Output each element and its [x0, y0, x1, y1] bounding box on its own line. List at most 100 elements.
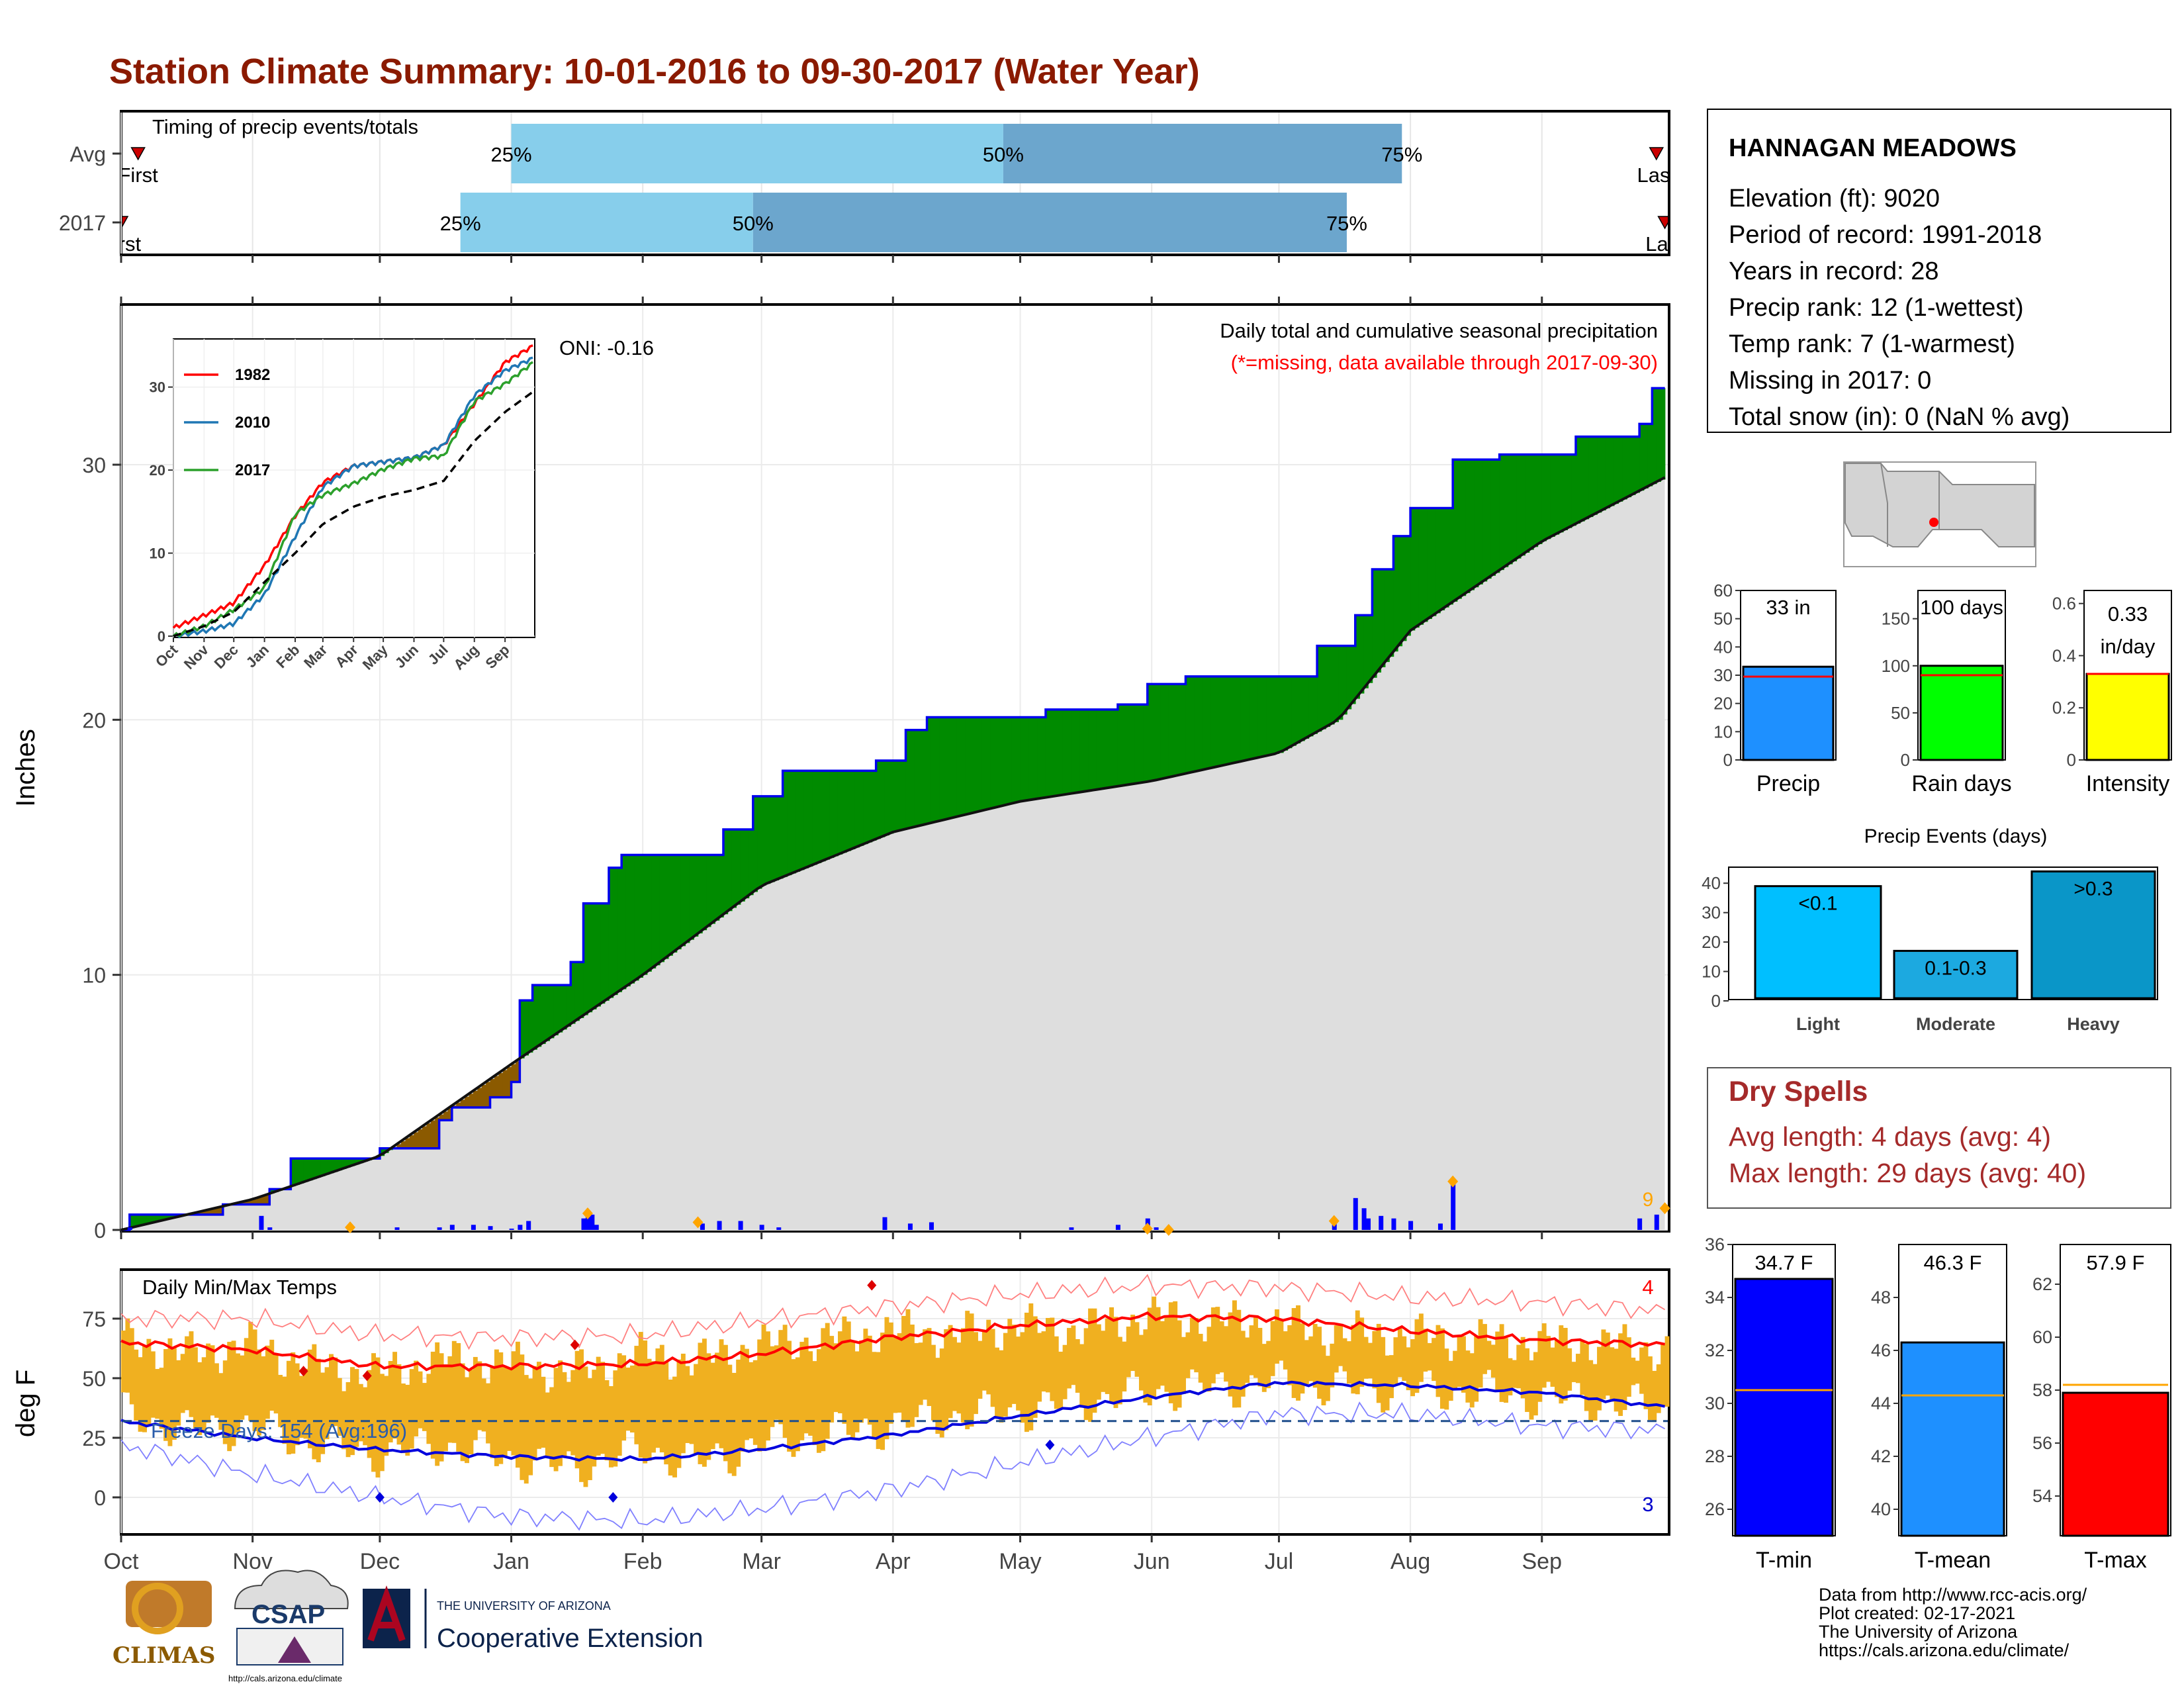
cumulative-diff-band: [1610, 436, 1615, 506]
cumulative-diff-band: [842, 771, 847, 853]
summary-ytick-label: 50: [1891, 703, 1910, 723]
cumulative-diff-band: [897, 760, 902, 831]
cumulative-diff-band: [324, 1158, 330, 1175]
daily-temp-range-bar: [265, 1345, 270, 1419]
freeze-label: Freeze Days: 154 (Avg:196): [151, 1419, 407, 1442]
station-info-row: Elevation (ft): 9020: [1729, 185, 1940, 212]
daily-temp-range-bar: [405, 1384, 410, 1456]
dry-spells-frame: [1707, 1067, 2171, 1209]
cumulative-diff-band: [1359, 615, 1365, 694]
cumulative-diff-band: [261, 1196, 266, 1205]
daily-temp-range-bar: [1105, 1318, 1110, 1394]
daily-temp-range-bar: [1003, 1333, 1008, 1417]
daily-temp-range-bar: [1563, 1327, 1568, 1401]
temps-ytick-label: 50: [82, 1367, 106, 1391]
cumulative-diff-band: [1134, 704, 1140, 784]
daily-temp-range-bar: [731, 1372, 737, 1476]
daily-temp-range-bar: [1639, 1347, 1645, 1394]
daily-temp-range-bar: [367, 1370, 372, 1458]
daily-temp-range-bar: [659, 1344, 664, 1453]
timing-last-label: Last: [1645, 232, 1684, 256]
cumulative-diff-band: [1228, 676, 1233, 765]
timing-pct-label: 75%: [1381, 143, 1422, 166]
daily-temp-range-bar: [808, 1351, 813, 1436]
precip-ytick-label: 30: [82, 453, 106, 477]
daily-temp-range-bar: [528, 1378, 533, 1476]
daily-temp-range-bar: [884, 1317, 889, 1440]
cumulative-diff-band: [1147, 684, 1152, 782]
timing-row-label: 2017: [59, 211, 106, 235]
daily-temp-range-bar: [473, 1356, 478, 1440]
daily-temp-range-bar: [142, 1346, 147, 1432]
daily-temp-range-bar: [1592, 1364, 1598, 1421]
summary-ytick-label: 10: [1713, 722, 1733, 741]
record-hot-marker: [298, 1366, 308, 1377]
record-hot-marker: [867, 1280, 877, 1291]
cumulative-diff-band: [201, 1211, 206, 1215]
cumulative-diff-band: [532, 985, 537, 1050]
cumulative-diff-band: [978, 717, 983, 812]
cumulative-diff-band: [345, 1158, 351, 1168]
daily-temp-range-bar: [587, 1378, 592, 1480]
daily-temp-range-bar: [1618, 1333, 1623, 1417]
daily-temp-range-bar: [833, 1343, 839, 1413]
timing-pct-label: 75%: [1326, 212, 1367, 235]
cumulative-diff-band: [1249, 676, 1254, 760]
precip-panel: 0 10 20 30 Daily total and cumulative seaso…: [11, 297, 1670, 1243]
daily-temp-range-bar: [1312, 1324, 1318, 1388]
daily-temp-range-bar: [236, 1353, 240, 1433]
cumulative-diff-band: [1461, 459, 1467, 596]
daily-temp-range-bar: [956, 1342, 962, 1414]
cumulative-diff-band: [1041, 717, 1046, 798]
cumulative-diff-band: [507, 1067, 512, 1098]
daily-temp-range-bar: [523, 1375, 529, 1484]
daily-temp-range-bar: [1032, 1316, 1038, 1418]
oni-label: ONI: -0.16: [559, 336, 654, 359]
cumulative-diff-band: [545, 985, 551, 1041]
daily-temp-range-bar: [1045, 1317, 1050, 1393]
daily-temp-range-bar: [948, 1325, 953, 1419]
cumulative-diff-band: [1508, 454, 1513, 565]
cumulative-diff-band: [1236, 676, 1242, 763]
daily-temp-range-bar: [647, 1358, 652, 1461]
cumulative-diff-band: [163, 1214, 169, 1221]
cumulative-diff-band: [350, 1158, 355, 1166]
daily-temp-range-bar: [1156, 1307, 1161, 1389]
cumulative-diff-band: [799, 771, 805, 870]
cumulative-diff-band: [422, 1126, 428, 1149]
daily-temp-range-bar: [1448, 1360, 1453, 1401]
daily-temp-range-bar: [384, 1376, 389, 1456]
precip-ytick-label: 10: [82, 964, 106, 988]
summary-category-label: Intensity: [2086, 771, 2170, 796]
daily-temp-range-bar: [1147, 1307, 1152, 1406]
timing-bar-50-75: [752, 193, 1347, 252]
cumulative-diff-band: [1486, 459, 1492, 579]
daily-temp-range-bar: [978, 1340, 983, 1399]
daily-temp-range-bar: [222, 1360, 228, 1444]
summary-value-label: in/day: [2101, 635, 2156, 658]
daily-temp-range-bar: [1351, 1325, 1356, 1394]
cumulative-diff-band: [1312, 676, 1318, 734]
footer-line-2: Plot created: 02-17-2021: [1819, 1603, 2015, 1623]
cumulative-diff-band: [1432, 508, 1437, 616]
daily-temp-range-bar: [846, 1321, 851, 1435]
daily-temp-range-bar: [1270, 1321, 1275, 1376]
cumulative-diff-band: [1291, 676, 1297, 746]
timing-pct-label: 25%: [440, 212, 481, 235]
month-label: Jul: [1265, 1549, 1293, 1574]
events-bar-label: 0.1-0.3: [1925, 957, 1986, 979]
cumulative-diff-band: [1453, 459, 1458, 602]
daily-temp-range-bar: [680, 1353, 686, 1454]
daily-temp-range-bar: [1626, 1337, 1631, 1397]
avg-cumulative-area: [121, 477, 1665, 1231]
cumulative-diff-band: [1011, 717, 1017, 804]
cumulative-diff-band: [1177, 684, 1182, 776]
csap-logo: CSAP http://cals.arizona.edu/climate: [228, 1570, 349, 1683]
precip-ytick-label: 20: [82, 708, 106, 732]
summary-ytick-label: 40: [1713, 637, 1733, 657]
cumulative-diff-band: [1138, 704, 1144, 783]
daily-temp-range-bar: [201, 1357, 206, 1432]
daily-temp-range-bar: [363, 1387, 368, 1446]
summary-ytick-label: 0.4: [2052, 645, 2076, 665]
daily-temp-range-bar: [1219, 1321, 1224, 1373]
